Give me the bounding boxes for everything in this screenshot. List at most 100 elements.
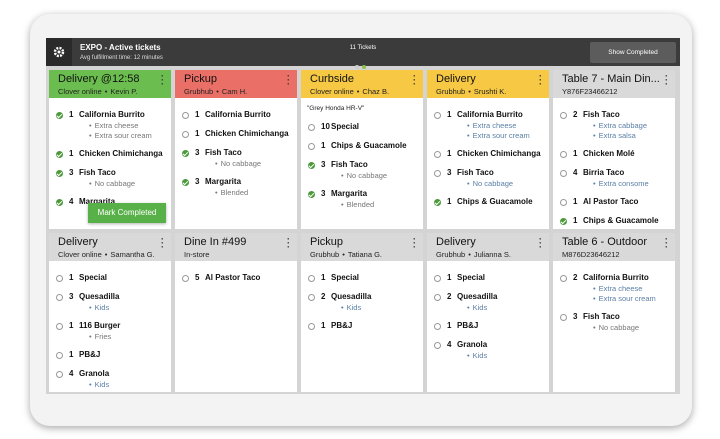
status-icon[interactable] <box>560 275 567 282</box>
status-icon[interactable] <box>308 124 315 131</box>
item-name: Fish Taco <box>205 148 242 157</box>
status-icon[interactable] <box>56 170 63 177</box>
status-icon[interactable] <box>182 112 189 119</box>
status-icon[interactable] <box>308 294 315 301</box>
settings-button[interactable] <box>46 38 72 66</box>
status-icon[interactable] <box>308 143 315 150</box>
more-button[interactable]: · · · <box>161 234 164 252</box>
ticket-title: Pickup <box>184 73 218 85</box>
ticket-source: Clover online <box>58 87 102 96</box>
ticket-card: Dine In #499 In-store · · · 5 Al Pastor Taco <box>175 233 297 392</box>
status-icon[interactable] <box>56 112 63 119</box>
ticket-title: Delivery <box>58 236 98 248</box>
ticket-card: Delivery Grubhub Julianna S. ··· 1 Special 2 Qu… <box>427 233 549 392</box>
status-icon[interactable] <box>560 199 567 206</box>
status-icon[interactable] <box>56 352 63 359</box>
more-button[interactable]: · · · <box>287 234 290 252</box>
item-modifier: No cabbage <box>593 323 639 332</box>
item-name: California Burrito <box>79 110 145 119</box>
item-name: Margarita <box>205 177 242 186</box>
ticket-subtitle: Clover online Chaz B. <box>310 87 389 96</box>
item-qty: 4 <box>69 369 74 378</box>
ticket-header: Delivery Grubhub Srushti K. ··· <box>427 70 549 98</box>
ticket-count: 11 Tickets <box>349 45 377 51</box>
ticket-customer: Kevin P. <box>110 87 138 96</box>
status-icon[interactable] <box>56 275 63 282</box>
item-modifier: Extra cheese <box>467 121 517 130</box>
status-icon[interactable] <box>56 151 63 158</box>
ticket-subtitle: Clover online Kevin P. <box>58 87 137 96</box>
item-modifier: Kids <box>341 303 362 312</box>
status-icon[interactable] <box>308 162 315 169</box>
status-icon[interactable] <box>182 275 189 282</box>
status-icon[interactable] <box>560 314 567 321</box>
more-button[interactable]: · · · <box>539 234 542 252</box>
status-icon[interactable] <box>308 275 315 282</box>
ticket-note: "Grey Honda HR-V" <box>307 105 365 112</box>
separator <box>102 87 111 96</box>
ticket-title: Delivery <box>436 73 476 85</box>
item-qty: 2 <box>573 110 578 119</box>
status-icon[interactable] <box>434 275 441 282</box>
item-modifier: Kids <box>467 303 488 312</box>
status-icon[interactable] <box>560 170 567 177</box>
status-icon[interactable] <box>434 342 441 349</box>
item-modifier: Extra sour cream <box>593 294 656 303</box>
item-name: California Burrito <box>205 110 271 119</box>
more-button[interactable]: · · · <box>413 71 416 89</box>
status-icon[interactable] <box>308 323 315 330</box>
status-icon[interactable] <box>560 112 567 119</box>
item-qty: 1 <box>321 141 326 150</box>
ticket-header: Delivery @12:58 Clover online Kevin P. ··· <box>49 70 171 98</box>
status-icon[interactable] <box>434 199 441 206</box>
ticket-source: Grubhub <box>436 250 466 259</box>
status-icon[interactable] <box>308 191 315 198</box>
status-icon[interactable] <box>434 151 441 158</box>
item-name: PB&J <box>79 350 101 359</box>
item-qty: 1 <box>447 110 452 119</box>
status-icon[interactable] <box>434 170 441 177</box>
item-qty: 10 <box>321 122 330 131</box>
status-icon[interactable] <box>56 294 63 301</box>
status-icon[interactable] <box>560 218 567 225</box>
more-button[interactable]: · · · <box>287 71 290 89</box>
show-completed-button[interactable]: Show Completed <box>590 42 676 63</box>
status-icon[interactable] <box>560 151 567 158</box>
item-name: California Burrito <box>583 273 649 282</box>
separator <box>339 250 348 259</box>
more-button[interactable]: · · · <box>161 71 164 89</box>
item-qty: 2 <box>321 292 326 301</box>
status-icon[interactable] <box>182 150 189 157</box>
ticket-source: M876D23646212 <box>562 250 620 259</box>
mark-completed-button[interactable]: Mark Completed <box>88 203 166 223</box>
status-icon[interactable] <box>182 131 189 138</box>
status-icon[interactable] <box>434 112 441 119</box>
item-name: Al Pastor Taco <box>205 273 261 282</box>
more-button[interactable]: · · · <box>413 234 416 252</box>
item-modifier: Extra cheese <box>593 284 643 293</box>
ticket-card: Table 7 - Main Din... Y876F23466212 · · · 2 Fi… <box>553 70 675 229</box>
item-qty: 3 <box>195 177 200 186</box>
status-icon[interactable] <box>56 199 63 206</box>
ticket-subtitle: Grubhub Cam H. <box>184 87 247 96</box>
item-qty: 1 <box>321 321 326 330</box>
status-icon[interactable] <box>434 323 441 330</box>
item-name: Fish Taco <box>457 168 494 177</box>
item-modifier: Kids <box>89 380 110 389</box>
status-icon[interactable] <box>434 294 441 301</box>
status-icon[interactable] <box>56 371 63 378</box>
ticket-source: Grubhub <box>184 87 214 96</box>
ticket-customer: Cam H. <box>221 87 248 96</box>
item-qty: 1 <box>69 110 74 119</box>
item-modifier: Extra consome <box>593 179 649 188</box>
item-qty: 1 <box>573 197 578 206</box>
more-button[interactable]: · · · <box>539 71 542 89</box>
ticket-title: Table 6 - Outdoor <box>562 236 647 248</box>
status-icon[interactable] <box>56 323 63 330</box>
more-button[interactable]: · · · <box>665 71 668 89</box>
ticket-card: Curbside Clover online Chaz B. ··· "Grey Hon… <box>301 70 423 229</box>
more-button[interactable]: · · · <box>665 234 668 252</box>
status-icon[interactable] <box>182 179 189 186</box>
ticket-card: Delivery Grubhub Srushti K. ··· 1 California … <box>427 70 549 229</box>
ticket-card: Delivery Clover online Samantha G. ··· 1 Spec… <box>49 233 171 392</box>
